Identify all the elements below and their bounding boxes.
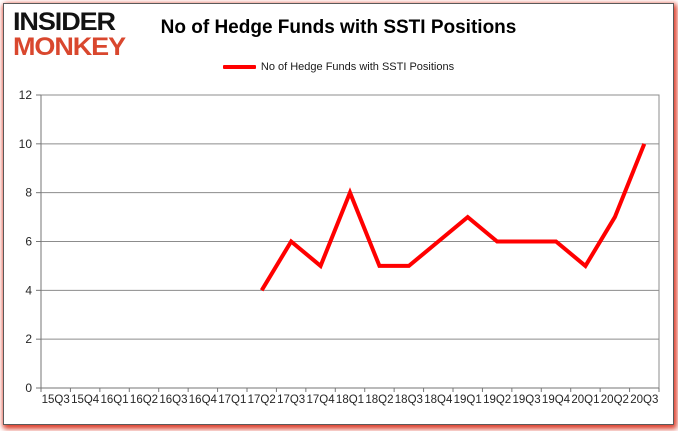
x-axis-label: 19Q4 bbox=[542, 394, 571, 406]
y-axis-label: 6 bbox=[25, 235, 32, 249]
legend-line-marker bbox=[222, 65, 256, 69]
series-line bbox=[260, 143, 647, 292]
legend-label: No of Hedge Funds with SSTI Positions bbox=[260, 61, 455, 73]
x-axis-label: 19Q2 bbox=[483, 394, 511, 406]
x-axis-label: 16Q4 bbox=[189, 394, 218, 406]
x-axis-label: 20Q1 bbox=[571, 394, 599, 406]
x-axis-label: 18Q3 bbox=[395, 394, 423, 406]
y-axis-label: 8 bbox=[25, 186, 32, 200]
y-axis-label: 12 bbox=[19, 88, 33, 102]
x-axis-label: 20Q3 bbox=[630, 394, 658, 406]
x-axis-label: 16Q1 bbox=[101, 394, 129, 406]
y-axis-label: 0 bbox=[25, 381, 32, 395]
x-axis-label: 15Q4 bbox=[71, 394, 100, 406]
chart-title: No of Hedge Funds with SSTI Positions bbox=[160, 17, 517, 38]
x-axis-label: 17Q4 bbox=[307, 394, 336, 406]
x-axis-label: 20Q2 bbox=[601, 394, 629, 406]
x-axis-label: 18Q1 bbox=[336, 394, 364, 406]
x-axis-label: 19Q1 bbox=[454, 394, 482, 406]
chart-frame: INSIDER MONKEY No of Hedge Funds with SS… bbox=[3, 3, 674, 425]
logo-text-monkey: MONKEY bbox=[13, 33, 126, 61]
x-axis-label: 17Q1 bbox=[218, 394, 246, 406]
y-axis-label: 2 bbox=[25, 332, 32, 346]
x-axis-label: 18Q2 bbox=[365, 394, 393, 406]
y-axis-label: 10 bbox=[19, 137, 33, 151]
x-axis-label: 16Q3 bbox=[159, 394, 187, 406]
x-axis-label: 15Q3 bbox=[42, 394, 70, 406]
insider-monkey-logo: INSIDER MONKEY bbox=[13, 8, 126, 61]
x-axis-label: 19Q3 bbox=[513, 394, 541, 406]
logo-text-insider: INSIDER bbox=[13, 8, 116, 36]
legend: No of Hedge Funds with SSTI Positions bbox=[4, 61, 673, 73]
x-axis-label: 17Q2 bbox=[248, 394, 276, 406]
x-axis-label: 16Q2 bbox=[130, 394, 158, 406]
x-axis-label: 17Q3 bbox=[277, 394, 305, 406]
y-axis-label: 4 bbox=[25, 283, 32, 297]
x-axis-label: 18Q4 bbox=[424, 394, 453, 406]
